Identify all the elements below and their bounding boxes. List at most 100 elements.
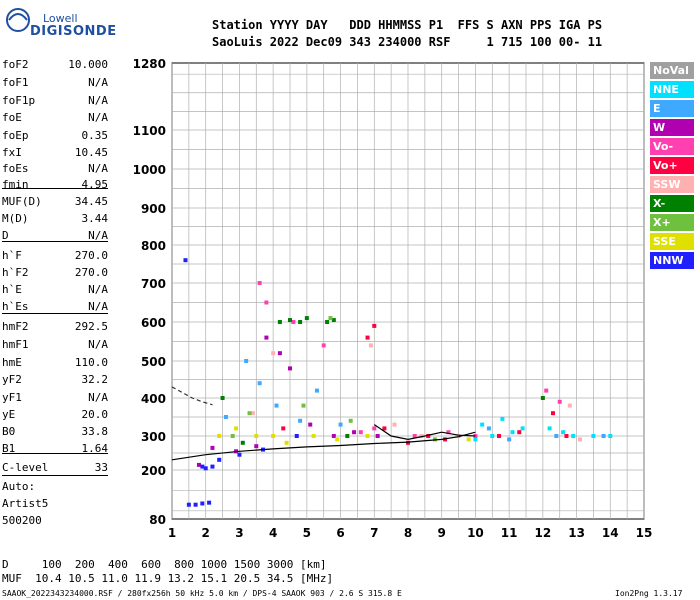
footer-distance-row: D 100 200 400 600 800 1000 1500 3000 [km… [2,558,327,571]
param-value: 33 [94,461,108,474]
y-tick-label: 1280 [133,57,166,71]
data-point [284,440,289,445]
param-value: 32.2 [81,373,109,386]
data-point [183,258,188,263]
data-point [308,422,313,427]
y-tick-label: 300 [141,430,166,444]
param-name: foEp [2,129,29,142]
x-tick-label: 12 [535,526,552,540]
virtual-height-trace [171,431,476,461]
param-separator [2,188,108,189]
data-point [497,434,502,438]
data-point [217,434,222,438]
data-point [257,381,262,386]
logo-line1: Lowell [43,12,78,25]
data-point [203,466,208,471]
data-point [217,457,222,462]
data-point [338,422,343,427]
footer-version: Ion2Png 1.3.17 [615,589,683,598]
param-name: hmF2 [2,320,29,333]
legend-item: E [650,100,694,117]
param-row: fmin 4.95 [2,178,108,194]
param-name: hmF1 [2,338,29,351]
param-name: yE [2,408,16,421]
data-point [473,434,478,438]
data-point [331,318,336,323]
data-point [335,437,340,442]
x-tick-label: 1 [168,526,176,540]
data-point [375,434,380,438]
data-point [510,430,515,435]
param-value: 0.35 [81,129,109,142]
data-point [382,426,387,431]
data-point [517,430,522,435]
data-point [247,411,252,416]
data-point [210,464,215,469]
data-point [193,502,198,507]
param-row: foF2 10.000 [2,58,108,74]
data-point [456,434,461,438]
data-point [240,440,245,445]
param-row: yE 20.0 [2,408,108,424]
y-tick-label: 800 [141,239,166,253]
data-point [567,403,572,408]
data-point [331,434,336,438]
data-point [304,316,309,321]
param-name: yF2 [2,373,22,386]
data-point [577,437,582,442]
data-point [277,320,282,324]
param-value: N/A [88,229,108,242]
data-point [365,335,370,340]
param-row: foE N/A [2,111,108,127]
data-point [281,426,286,431]
param-value: 10.000 [68,58,108,71]
data-point [466,437,471,442]
param-value: 33.8 [81,425,109,438]
y-tick-label: 900 [141,202,166,216]
y-tick-label: 1000 [133,163,166,177]
data-point [254,434,259,438]
param-name: M(D) [2,212,29,225]
data-point [288,366,292,371]
legend-item: NNE [650,81,694,98]
x-tick-label: 7 [370,526,378,540]
data-point [426,434,431,438]
data-point [372,426,377,431]
autoscale-version: 500200 [2,514,42,527]
x-tick-label: 15 [636,526,653,540]
legend-item: W [650,119,694,136]
data-point [372,323,377,328]
data-point [291,320,296,324]
param-value: 34.45 [74,195,108,208]
legend-item: SSW [650,176,694,193]
data-point [298,418,303,423]
param-name: yF1 [2,391,22,404]
autoscale-artist: Artist5 [2,497,49,510]
data-point [311,434,316,438]
param-row: h`F2 270.0 [2,266,108,282]
param-value: 3.44 [81,212,109,225]
param-row: foEs N/A [2,162,108,178]
data-point [257,281,262,285]
data-point [254,444,259,449]
data-point [591,434,596,438]
data-point [210,445,215,450]
data-point [264,300,269,305]
param-name: foF2 [2,58,29,71]
param-value: N/A [88,338,108,351]
param-row: h`Es N/A [2,300,108,316]
data-point [358,430,363,435]
x-tick-label: 14 [602,526,619,540]
data-point [345,434,350,438]
param-row: hmF2 292.5 [2,320,108,336]
param-name: B1 [2,442,16,455]
data-point [557,399,562,404]
data-point [274,403,279,408]
legend-item: NNW [650,252,694,269]
data-point [348,418,353,423]
param-value: N/A [88,300,108,313]
param-row: D N/A [2,229,108,245]
data-point [196,462,201,467]
param-value: N/A [88,391,108,404]
param-value: 270.0 [74,249,108,262]
